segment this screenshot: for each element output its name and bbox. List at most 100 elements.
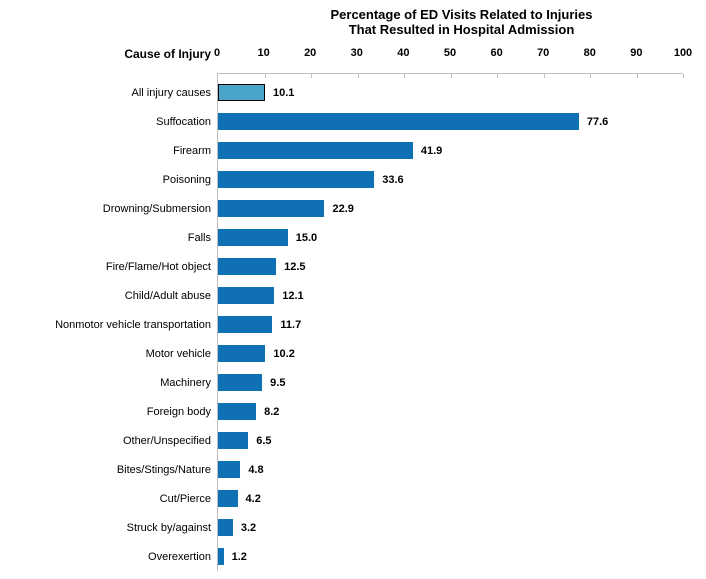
value-label: 10.2 [273, 347, 295, 360]
chart-title-line2: That Resulted in Hospital Admission [348, 22, 575, 37]
value-label: 41.9 [420, 144, 443, 157]
x-axis-tick-label: 60 [490, 47, 503, 59]
category-label: Fire/Flame/Hot object [105, 260, 211, 273]
chart-row: Falls 15.0 [0, 223, 706, 252]
chart-row: Cut/Pierce 4.2 [0, 484, 706, 513]
category-label: Nonmotor vehicle transportation [55, 318, 211, 331]
category-label: Foreign body [146, 405, 211, 418]
bar-area: 9.5 [217, 368, 683, 397]
bar [218, 258, 277, 275]
chart-row: Suffocation 77.6 [0, 107, 706, 136]
chart-row: Foreign body 8.2 [0, 397, 706, 426]
category-label: Overexertion [148, 550, 211, 563]
category-label: Bites/Stings/Nature [116, 463, 211, 476]
value-label: 11.7 [280, 318, 302, 331]
bar [218, 200, 325, 217]
bar-area: 15.0 [217, 223, 683, 252]
category-label: Drowning/Submersion [102, 202, 211, 215]
bar-area: 10.1 [217, 78, 683, 107]
value-label: 12.1 [282, 289, 304, 302]
bar [218, 519, 233, 536]
x-axis-tick [543, 74, 545, 78]
bar [218, 374, 263, 391]
value-label: 8.2 [264, 405, 280, 418]
bar [218, 490, 238, 507]
chart-row: Fire/Flame/Hot object 12.5 [0, 252, 706, 281]
chart-row: Overexertion 1.2 [0, 542, 706, 571]
x-axis-tick-label: 90 [630, 47, 643, 59]
x-axis-line [217, 73, 684, 78]
category-label: Suffocation [156, 115, 211, 128]
x-axis-tick-label: 80 [583, 47, 596, 59]
x-axis-tick-label: 100 [673, 47, 693, 59]
value-label: 4.8 [248, 463, 264, 476]
y-axis-title: Cause of Injury [124, 47, 211, 61]
bar [218, 229, 288, 246]
value-label: 12.5 [284, 260, 306, 273]
x-axis-tick-label: 50 [443, 47, 457, 59]
value-label: 4.2 [245, 492, 261, 505]
bar [218, 171, 375, 188]
x-axis-tick-label: 70 [537, 47, 550, 59]
x-axis-line-row [0, 73, 706, 78]
x-axis-scale: 0 10 20 30 40 50 60 70 80 90 100 [213, 45, 692, 63]
bar-area: 11.7 [217, 310, 683, 339]
category-label: Poisoning [162, 173, 211, 186]
bar [218, 316, 273, 333]
category-label: Machinery [160, 376, 211, 389]
x-axis-tick [404, 74, 405, 78]
bar-area: 12.1 [217, 281, 683, 310]
x-axis-tick-label: 30 [350, 47, 363, 59]
category-label: Child/Adult abuse [124, 289, 211, 302]
chart-row: Motor vehicle 10.2 [0, 339, 706, 368]
x-axis-tick [311, 74, 312, 78]
chart-row: Poisoning 33.6 [0, 165, 706, 194]
bar-area: 10.2 [217, 339, 683, 368]
bar-area: 6.5 [217, 426, 683, 455]
bar [218, 432, 249, 449]
value-label: 33.6 [382, 173, 404, 186]
x-axis-tick [357, 74, 359, 78]
category-label: Motor vehicle [145, 347, 211, 360]
axis-spacer [0, 73, 217, 78]
x-axis-tick-label: 10 [257, 47, 270, 59]
bar-area: 4.8 [217, 455, 683, 484]
chart-row: Drowning/Submersion 22.9 [0, 194, 706, 223]
bar [218, 461, 241, 478]
category-label: All injury causes [131, 86, 211, 99]
chart-title: Percentage of ED Visits Related to Injur… [217, 7, 706, 37]
chart-row: All injury causes 10.1 [0, 78, 706, 107]
chart-row: Child/Adult abuse 12.1 [0, 281, 706, 310]
bar-area: 41.9 [217, 136, 683, 165]
chart-row: Nonmotor vehicle transportation 11.7 [0, 310, 706, 339]
bar [218, 113, 579, 130]
bar [218, 142, 413, 159]
category-label: Firearm [173, 144, 211, 157]
bar [218, 548, 224, 565]
bar-area: 4.2 [217, 484, 683, 513]
chart-rows: All injury causes 10.1 Suffocation 77.6 … [0, 78, 706, 571]
chart-row: Machinery 9.5 [0, 368, 706, 397]
value-label: 15.0 [295, 231, 318, 244]
x-axis-header: Cause of Injury 0 10 20 30 40 50 60 70 8… [0, 45, 706, 63]
x-axis-tick-label: 20 [304, 47, 317, 59]
category-label: Falls [187, 231, 211, 244]
category-label: Cut/Pierce [159, 492, 211, 505]
bar-area: 8.2 [217, 397, 683, 426]
value-label: 22.9 [332, 202, 354, 215]
chart-row: Firearm 41.9 [0, 136, 706, 165]
x-axis-tick-label: 40 [397, 47, 410, 59]
value-label: 6.5 [256, 434, 272, 447]
value-label: 1.2 [231, 550, 247, 563]
category-label: Struck by/against [126, 521, 211, 534]
x-axis-tick [636, 74, 638, 78]
bar [218, 403, 257, 420]
value-label: 9.5 [270, 376, 286, 389]
chart-row: Struck by/against 3.2 [0, 513, 706, 542]
value-label: 3.2 [240, 521, 257, 534]
bar [218, 287, 275, 304]
bar-area: 3.2 [217, 513, 683, 542]
x-axis-tick-label: 0 [213, 47, 221, 59]
x-axis-tick [264, 74, 266, 78]
